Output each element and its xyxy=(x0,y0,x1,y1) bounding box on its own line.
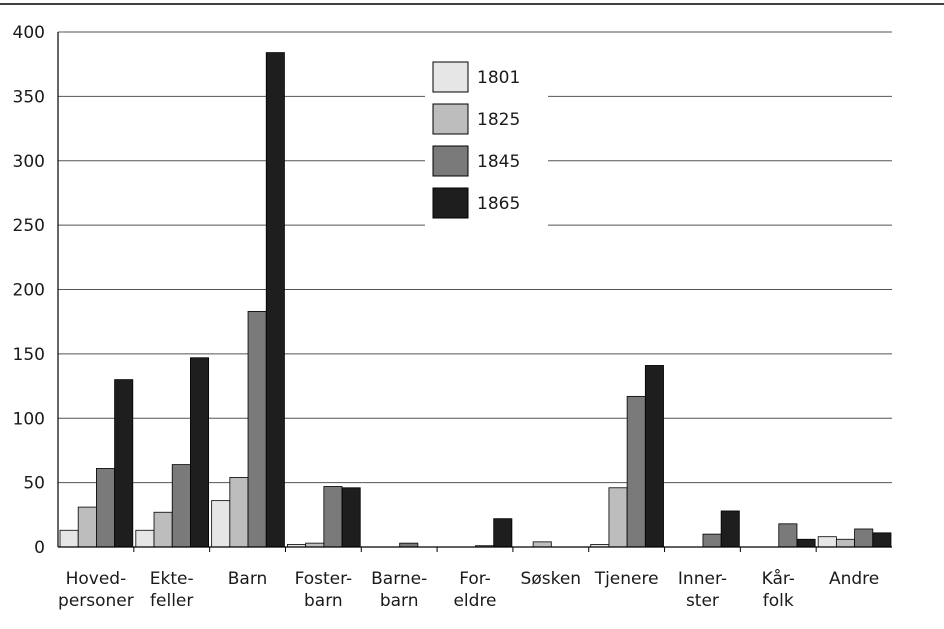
bar xyxy=(153,511,173,548)
legend-label: 1865 xyxy=(477,194,520,214)
x-tick-label: Søsken xyxy=(521,569,582,589)
bar xyxy=(720,510,740,548)
legend-swatch xyxy=(432,145,469,177)
bar xyxy=(872,532,892,548)
y-tick-label: 400 xyxy=(13,23,45,43)
bar xyxy=(265,52,285,548)
x-tick-label: Foster- xyxy=(295,569,353,589)
bar xyxy=(778,523,798,548)
bar xyxy=(796,538,816,548)
bar xyxy=(702,533,722,548)
y-tick-label: 50 xyxy=(23,474,45,494)
y-tick-label: 150 xyxy=(13,345,45,365)
bar xyxy=(626,395,646,548)
x-tick-label: eldre xyxy=(453,591,496,611)
bar xyxy=(96,468,116,548)
axes xyxy=(57,32,892,552)
x-tick-label: ster xyxy=(686,591,719,611)
legend: 1801 1825 1845 1865 xyxy=(432,61,520,219)
bar xyxy=(135,529,155,548)
bar xyxy=(171,464,191,548)
bar xyxy=(229,477,249,548)
x-tick-label: Hoved- xyxy=(66,569,127,589)
x-tick-label: Inner- xyxy=(678,569,727,589)
bar xyxy=(211,500,231,548)
bar xyxy=(835,538,855,548)
bar xyxy=(59,529,79,548)
x-tick-label: Andre xyxy=(829,569,879,589)
bar xyxy=(532,541,552,548)
x-tick-label: Kår- xyxy=(762,568,795,589)
x-tick-label: folk xyxy=(763,591,794,611)
bar xyxy=(323,486,343,548)
y-tick-label: 250 xyxy=(13,216,45,236)
bar xyxy=(817,536,837,548)
x-tick-label: feller xyxy=(150,591,193,611)
x-tick-label: Barn xyxy=(228,569,268,589)
y-tick-labels: 0 50 100 150 200 250 300 350 400 xyxy=(13,23,45,558)
bar xyxy=(190,357,210,548)
x-tick-label: Barne- xyxy=(371,569,427,589)
bar xyxy=(608,487,628,548)
bar xyxy=(114,379,134,548)
bar xyxy=(493,518,513,548)
bar xyxy=(77,506,97,548)
y-tick-label: 100 xyxy=(13,409,45,429)
bar xyxy=(247,310,267,548)
x-tick-label: Ekte- xyxy=(150,569,194,589)
bars xyxy=(59,52,892,548)
y-tick-label: 350 xyxy=(13,87,45,107)
x-tick-label: personer xyxy=(58,591,134,611)
y-tick-label: 0 xyxy=(34,538,45,558)
legend-label: 1825 xyxy=(477,110,520,130)
legend-swatch xyxy=(432,61,469,93)
bar xyxy=(341,487,361,548)
bar xyxy=(854,528,874,548)
y-tick-label: 300 xyxy=(13,152,45,172)
y-tick-label: 200 xyxy=(13,281,45,301)
x-tick-labels: Hoved-personer Ekte-feller Barn Foster-barn… xyxy=(58,568,879,611)
x-tick-label: barn xyxy=(380,591,419,611)
x-tick-label: For- xyxy=(459,569,491,589)
legend-swatch xyxy=(432,103,469,135)
legend-swatch xyxy=(432,187,469,219)
legend-label: 1801 xyxy=(477,68,520,88)
gridlines xyxy=(58,31,892,484)
legend-label: 1845 xyxy=(477,152,520,172)
x-tick-label: Tjenere xyxy=(594,569,659,589)
bar xyxy=(644,365,664,548)
x-tick-label: barn xyxy=(304,591,343,611)
